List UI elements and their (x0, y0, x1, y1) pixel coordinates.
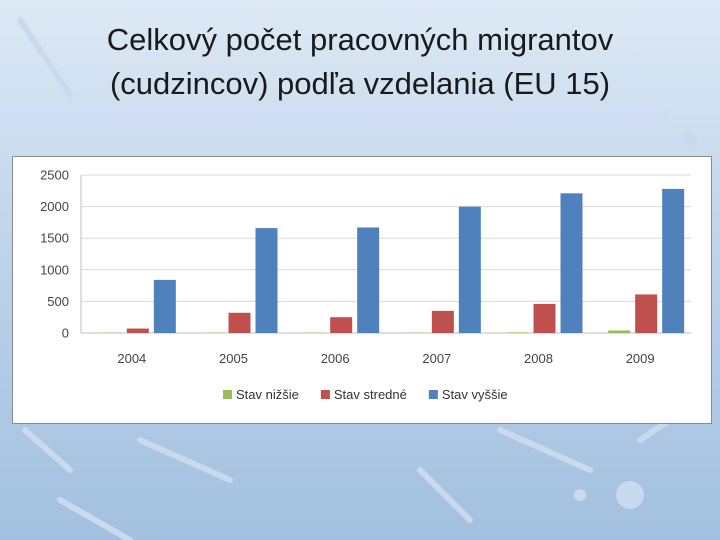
bar-stredne-2008 (533, 303, 556, 333)
bar-nizsie-2008 (506, 332, 529, 333)
chart-frame: 0 500 1000 1500 2000 2500 2004 2005 2006 2007 200… (12, 156, 712, 424)
bar-vyssie-2007 (458, 206, 481, 333)
bar-vyssie-2004 (153, 279, 176, 333)
y-tick-label: 500 (47, 294, 69, 309)
bar-vyssie-2009 (662, 188, 685, 333)
slide-title: Celkový počet pracovných migrantov (cudz… (0, 18, 720, 106)
bar-stredne-2009 (635, 294, 658, 333)
x-axis-ticks: 2004 2005 2006 2007 2008 2009 (117, 351, 654, 366)
legend-item-nizsie-swatch (223, 390, 232, 399)
x-tick-label: 2007 (422, 351, 451, 366)
legend-item-nizsie-label: Stav nižšie (236, 387, 299, 402)
x-tick-label: 2005 (219, 351, 248, 366)
y-tick-label: 1500 (40, 231, 69, 246)
legend-item-stredne-swatch (320, 390, 330, 399)
legend-item-stredne-label: Stav stredné (334, 387, 407, 402)
bar-vyssie-2005 (255, 228, 278, 333)
bar-stredne-2006 (330, 317, 353, 333)
y-tick-label: 1000 (40, 262, 69, 277)
legend: Stav nižšie Stav stredné Stav vyššie (223, 387, 508, 402)
slide-title-line1: Celkový počet pracovných migrantov (106, 22, 614, 57)
y-axis-ticks: 0 500 1000 1500 2000 2500 (40, 168, 69, 341)
bar-stredne-2005 (228, 312, 251, 333)
grid-lines (80, 174, 691, 334)
slide-title-line2: (cudzincov) podľa vzdelania (EU 15) (109, 66, 611, 101)
x-tick-label: 2009 (626, 351, 655, 366)
legend-item-vyssie-swatch (428, 390, 438, 399)
legend-item-vyssie-label: Stav vyššie (442, 387, 508, 402)
y-tick-label: 0 (62, 326, 69, 341)
x-tick-label: 2004 (117, 351, 146, 366)
x-tick-label: 2008 (524, 351, 553, 366)
bar-stredne-2004 (126, 328, 149, 333)
bars (99, 188, 685, 333)
bar-vyssie-2008 (560, 193, 583, 333)
bar-vyssie-2006 (357, 227, 380, 333)
title-underline-bar (0, 110, 668, 122)
bar-nizsie-2009 (608, 330, 631, 333)
x-tick-label: 2006 (321, 351, 350, 366)
y-tick-label: 2500 (40, 168, 69, 183)
y-tick-label: 2000 (40, 199, 69, 214)
bar-stredne-2007 (431, 310, 454, 333)
